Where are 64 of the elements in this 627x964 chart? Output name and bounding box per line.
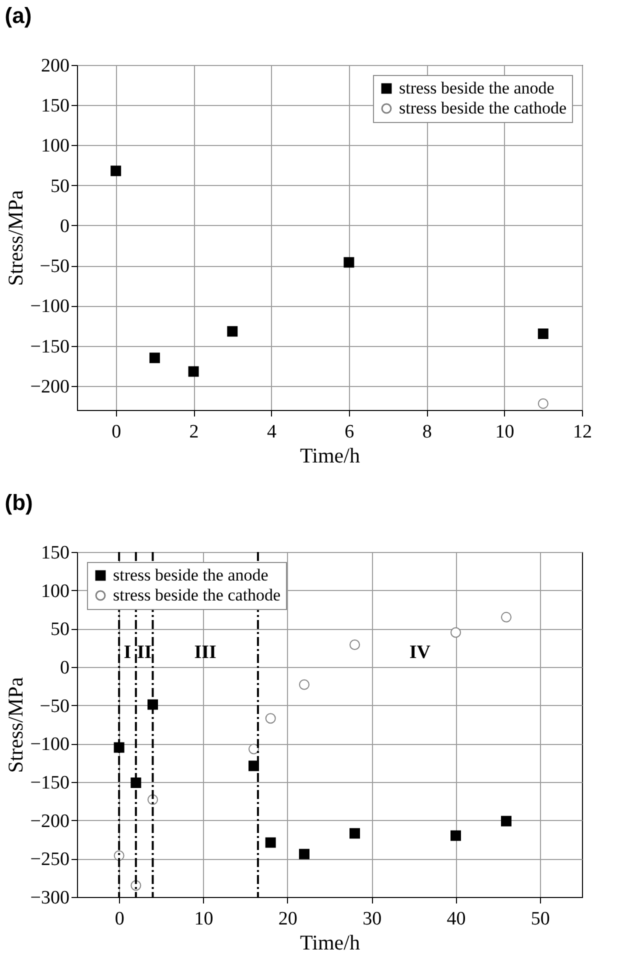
y-tick-label: −300 [30, 888, 70, 908]
point [188, 366, 199, 377]
annotation: III [194, 642, 216, 664]
y-tick-label: 150 [41, 542, 70, 564]
y-tick-label: 50 [50, 176, 70, 197]
point [350, 640, 360, 650]
y-axis-title: Stress/MPa [3, 189, 28, 286]
point [344, 257, 354, 268]
point [501, 612, 512, 622]
y-tick-label: 0 [60, 658, 70, 678]
y-tick-label: −50 [40, 256, 70, 278]
x-tick-label: 0 [114, 908, 124, 930]
y-tick-label: 100 [41, 580, 70, 602]
x-tick-label: 8 [422, 422, 432, 442]
x-tick-label: 2 [189, 422, 199, 442]
x-axis-title: Time/h [300, 444, 360, 468]
point [110, 166, 122, 176]
chart-title: (b) [4, 490, 33, 515]
point [265, 837, 276, 848]
point [350, 828, 360, 839]
point [450, 830, 461, 841]
point [227, 326, 238, 337]
y-tick-label: −150 [30, 336, 70, 358]
y-tick-label: −150 [30, 772, 70, 794]
chart-title: (a) [4, 3, 32, 28]
annotation: IV [409, 642, 431, 664]
point [538, 398, 548, 409]
y-tick-label: −100 [30, 296, 70, 318]
x-tick-label: 12 [573, 422, 592, 442]
point [501, 816, 512, 826]
point [450, 627, 461, 638]
y-tick-label: −200 [30, 376, 70, 398]
x-tick-label: 20 [278, 908, 298, 930]
x-tick-label: 10 [194, 908, 214, 930]
y-tick-label: 150 [41, 96, 70, 117]
point [265, 713, 276, 724]
annotation: II [136, 642, 152, 664]
x-axis-title: Time/h [300, 930, 360, 954]
x-tick-label: 50 [530, 908, 550, 930]
x-tick-label: 40 [446, 908, 466, 930]
point [538, 328, 548, 340]
legend-label: stress beside the anode [399, 78, 554, 98]
y-axis-title: Stress/MPa [3, 676, 28, 773]
legend-label: stress beside the cathode [113, 586, 281, 604]
annotation: I [124, 642, 132, 664]
legend-label: stress beside the anode [113, 566, 268, 584]
x-tick-label: 4 [266, 422, 277, 442]
x-tick-label: 10 [495, 422, 514, 442]
y-tick-label: 0 [60, 216, 70, 237]
x-tick-label: 30 [362, 908, 382, 930]
y-tick-label: −50 [40, 696, 70, 717]
y-tick-label: 100 [41, 136, 70, 157]
point [248, 744, 259, 754]
point [299, 848, 310, 860]
legend-label: stress beside the cathode [399, 98, 567, 118]
y-tick-label: −100 [30, 734, 70, 756]
x-tick-label: 0 [112, 422, 122, 442]
point [149, 352, 160, 364]
y-tick-label: 50 [50, 619, 70, 640]
y-tick-label: 200 [41, 56, 70, 76]
x-tick-label: 6 [344, 422, 354, 442]
y-tick-label: −250 [30, 849, 70, 870]
y-tick-label: −200 [30, 810, 70, 832]
point [299, 679, 310, 690]
